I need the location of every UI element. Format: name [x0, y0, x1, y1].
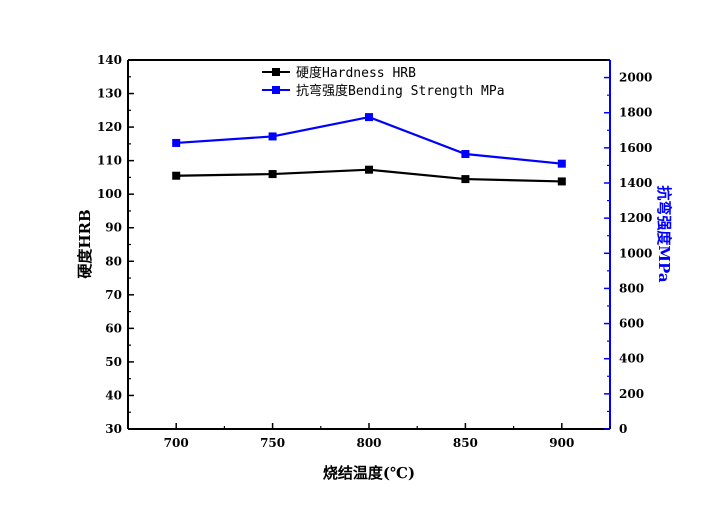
- series-0-point-2: [365, 165, 373, 174]
- y2-tick-label-10: 2000: [619, 71, 652, 85]
- y2-tick-label-4: 800: [619, 281, 644, 295]
- y2-tick-label-5: 1000: [619, 246, 652, 260]
- y2-tick-label-0: 0: [619, 422, 627, 436]
- y2-axis-title: 抗弯强度MPa: [655, 185, 673, 282]
- y2-tick-label-2: 400: [619, 352, 644, 366]
- y-axis-title: 硬度HRB: [76, 209, 94, 278]
- x-tick-label-4: 900: [549, 436, 574, 450]
- series-layer: [172, 113, 566, 186]
- x-tick-label-1: 750: [260, 436, 285, 450]
- y2-tick-label-6: 1200: [619, 211, 652, 225]
- series-0-point-0: [172, 171, 181, 180]
- y2-tick-label-9: 1800: [619, 106, 652, 120]
- legend-marker-hardness: [272, 68, 280, 76]
- y-tick-label-8: 110: [97, 154, 122, 168]
- y-tick-label-11: 140: [97, 53, 122, 67]
- axes: 700 750 800 850 900 30 40 50 60 70 80 90 100 110 120 13…: [97, 53, 652, 450]
- series-0-point-3: [461, 175, 470, 184]
- series-0-point-4: [557, 177, 566, 186]
- y2-tick-label-1: 200: [619, 387, 644, 401]
- x-tick-label-3: 850: [453, 436, 478, 450]
- legend-label-hardness: 硬度Hardness HRB: [296, 65, 416, 81]
- y-tick-label-1: 40: [105, 388, 122, 402]
- y2-tick-label-7: 1400: [619, 176, 652, 190]
- y-tick-label-9: 120: [97, 120, 122, 134]
- series-line-1: [176, 115, 562, 165]
- series-1-point-3: [461, 150, 470, 159]
- y-tick-label-5: 80: [105, 254, 122, 268]
- y-tick-label-10: 130: [97, 87, 122, 101]
- legend-label-bending: 抗弯强度Bending Strength MPa: [296, 83, 505, 99]
- y-tick-label-3: 60: [105, 321, 122, 335]
- y-tick-label-2: 50: [105, 355, 122, 369]
- x-tick-label-2: 800: [356, 436, 381, 450]
- y-tick-label-6: 90: [105, 221, 122, 235]
- y-tick-label-4: 70: [105, 288, 122, 302]
- y2-tick-label-8: 1600: [619, 141, 652, 155]
- y2-tick-label-3: 600: [619, 317, 644, 331]
- x-tick-label-0: 700: [164, 436, 189, 450]
- series-0-point-1: [268, 170, 277, 179]
- series-1-point-1: [268, 132, 277, 141]
- series-1-point-4: [557, 159, 566, 168]
- series-1-point-0: [172, 138, 181, 147]
- legend-marker-bending: [272, 86, 280, 94]
- y-tick-label-0: 30: [105, 422, 122, 436]
- legend: 硬度Hardness HRB 抗弯强度Bending Strength MPa: [262, 65, 505, 99]
- y-tick-label-7: 100: [97, 187, 122, 201]
- x-axis-title: 烧结温度(℃): [323, 464, 415, 482]
- series-1-point-2: [365, 113, 373, 122]
